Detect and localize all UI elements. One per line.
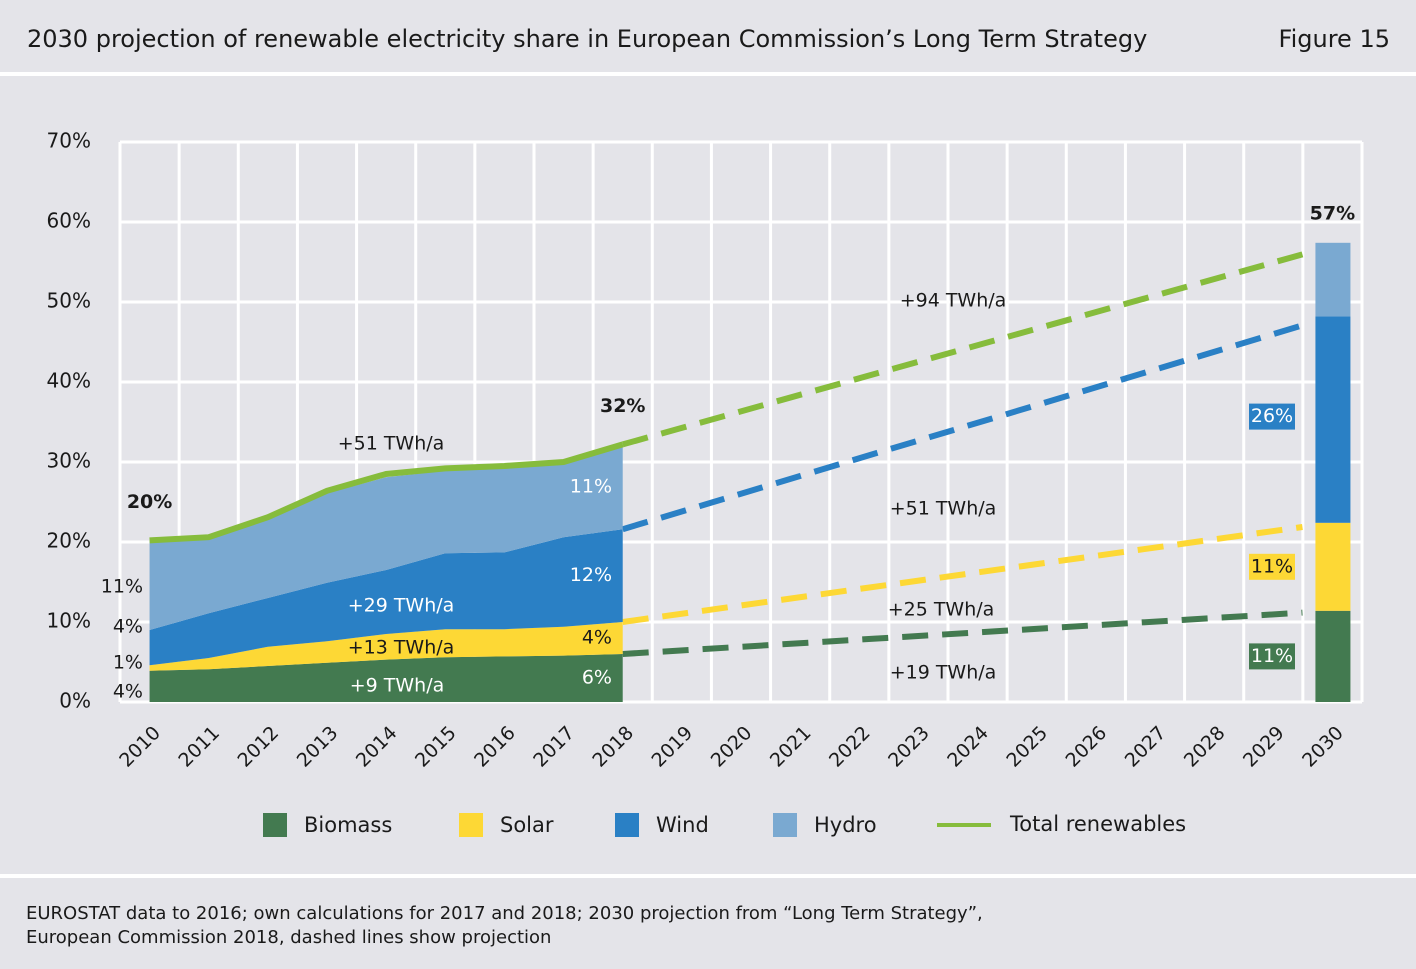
bar (1315, 522, 1351, 611)
bar (1315, 316, 1351, 523)
projection-line (622, 524, 1303, 625)
total-line (149, 441, 624, 544)
separator (0, 72, 1416, 76)
data-label: 11% (101, 576, 143, 598)
y-tick-label: 30% (47, 449, 91, 473)
annotation: +19 TWh/a (890, 662, 997, 684)
total-label: 20% (127, 491, 172, 513)
total-label: 57% (1310, 203, 1355, 225)
label-box (1249, 643, 1295, 670)
legend-label: Biomass (304, 813, 392, 837)
y-tick-label: 60% (47, 209, 91, 233)
y-tick-label: 70% (47, 129, 91, 153)
y-tick-label: 10% (47, 609, 91, 633)
legend-label: Solar (500, 813, 554, 837)
projection-line (622, 609, 1303, 657)
figure-number: Figure 15 (1279, 25, 1390, 53)
data-label: 11% (1251, 555, 1293, 577)
legend-label: Hydro (814, 813, 877, 837)
data-label: 4% (113, 681, 143, 703)
footnote: EUROSTAT data to 2016; own calculations … (26, 903, 983, 924)
area (149, 529, 623, 666)
label-box (1249, 553, 1295, 580)
annotation: +94 TWh/a (900, 290, 1007, 312)
total-label: 32% (600, 395, 645, 417)
annotation: +51 TWh/a (890, 498, 997, 520)
annotation: +25 TWh/a (888, 599, 995, 621)
data-label: 11% (570, 475, 612, 497)
footnote: European Commission 2018, dashed lines s… (26, 927, 551, 948)
data-label: 12% (570, 564, 612, 586)
data-label: 4% (582, 627, 612, 649)
title: 2030 projection of renewable electricity… (27, 25, 1147, 53)
legend-swatch (615, 813, 639, 837)
data-label: 26% (1251, 405, 1293, 427)
area (149, 622, 623, 671)
legend-swatch (773, 813, 797, 837)
separator (0, 874, 1416, 878)
annotation: +9 TWh/a (350, 675, 445, 697)
bar (1315, 610, 1351, 702)
data-label: 4% (113, 616, 143, 638)
annotation: +13 TWh/a (348, 637, 455, 659)
y-tick-label: 20% (47, 529, 91, 553)
legend-label: Wind (656, 813, 709, 837)
label-box (1249, 403, 1295, 430)
data-label: 1% (113, 652, 143, 674)
y-tick-label: 40% (47, 369, 91, 393)
y-tick-label: 0% (59, 689, 91, 713)
data-label: 11% (1251, 645, 1293, 667)
y-tick-label: 50% (47, 289, 91, 313)
area (149, 444, 623, 630)
bar (1315, 242, 1351, 317)
annotation: +29 TWh/a (348, 595, 455, 617)
data-label: 6% (582, 667, 612, 689)
legend-swatch (459, 813, 483, 837)
annotation: +51 TWh/a (338, 433, 445, 455)
legend-swatch (263, 813, 287, 837)
legend-label: Total renewables (1009, 812, 1186, 836)
